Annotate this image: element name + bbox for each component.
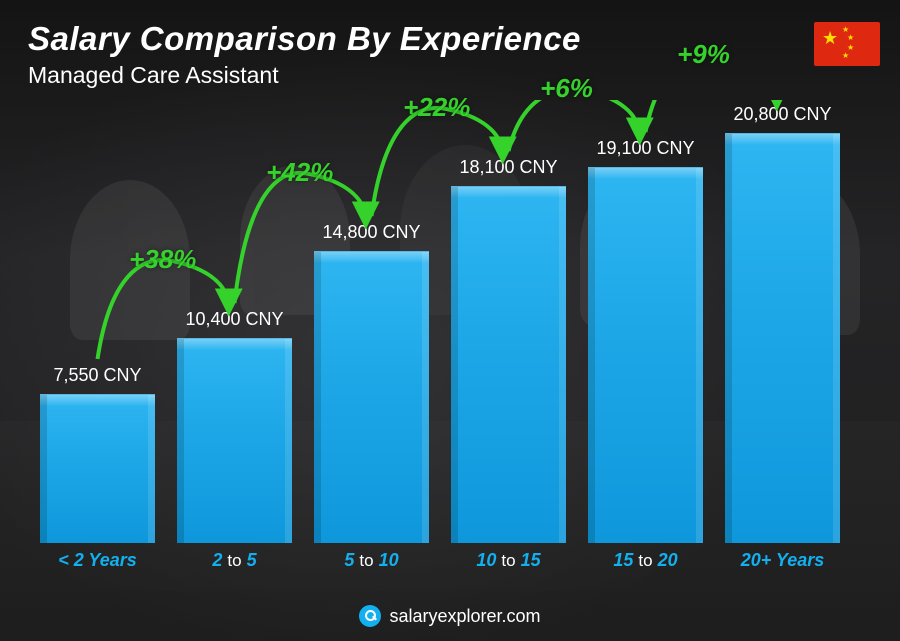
bar-slot: 20,800 CNY [725, 104, 840, 543]
bar [177, 338, 292, 543]
bar-slot: 19,100 CNY [588, 138, 703, 543]
china-flag-icon: ★ ★★ ★★ [814, 22, 880, 66]
search-icon [359, 605, 381, 627]
bar-value-label: 7,550 CNY [53, 365, 141, 386]
bar [314, 251, 429, 543]
x-axis-label: 5 to 10 [314, 550, 429, 571]
x-axis-label: < 2 Years [40, 550, 155, 571]
bar-value-label: 19,100 CNY [596, 138, 694, 159]
chart-subtitle: Managed Care Assistant [28, 62, 581, 89]
bar [588, 167, 703, 543]
bar [725, 133, 840, 543]
bar-value-label: 20,800 CNY [733, 104, 831, 125]
x-axis-label: 15 to 20 [588, 550, 703, 571]
bar-slot: 14,800 CNY [314, 222, 429, 543]
bar-slot: 7,550 CNY [40, 365, 155, 543]
bar-chart: 7,550 CNY 10,400 CNY 14,800 CNY 18,100 CNY 1… [30, 100, 850, 571]
chart-title: Salary Comparison By Experience [28, 20, 581, 58]
bar-slot: 18,100 CNY [451, 157, 566, 543]
bar-slot: 10,400 CNY [177, 309, 292, 543]
bar [451, 186, 566, 543]
x-axis-label: 2 to 5 [177, 550, 292, 571]
pct-increase-label: +22% [403, 92, 470, 123]
bar-value-label: 18,100 CNY [459, 157, 557, 178]
title-block: Salary Comparison By Experience Managed … [28, 20, 581, 89]
x-axis-label: 10 to 15 [451, 550, 566, 571]
bar [40, 394, 155, 543]
pct-increase-label: +6% [540, 73, 593, 104]
bar-value-label: 10,400 CNY [185, 309, 283, 330]
pct-increase-label: +9% [677, 39, 730, 70]
x-axis-label: 20+ Years [725, 550, 840, 571]
footer: salaryexplorer.com [0, 605, 900, 627]
footer-text: salaryexplorer.com [389, 606, 540, 627]
pct-increase-label: +38% [129, 244, 196, 275]
pct-increase-label: +42% [266, 157, 333, 188]
bar-value-label: 14,800 CNY [322, 222, 420, 243]
